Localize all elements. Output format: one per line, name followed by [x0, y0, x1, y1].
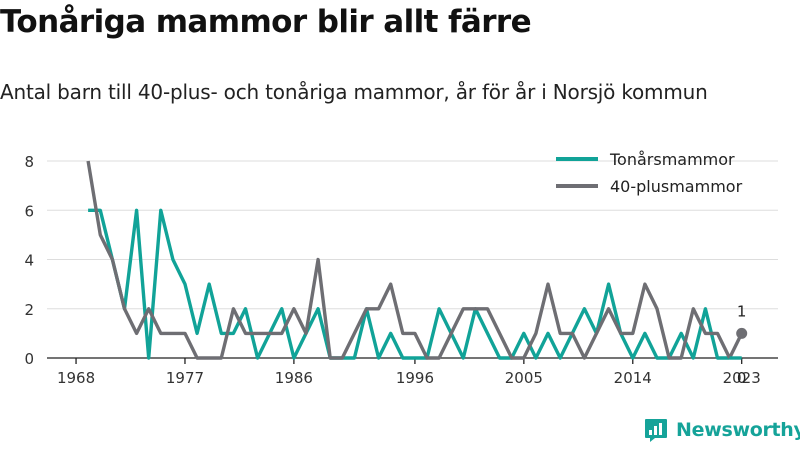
newsworthy-brand: Newsworthy — [676, 419, 800, 441]
x-tick-label: 1996 — [396, 369, 434, 387]
newsworthy-logo: Newsworthy — [644, 418, 800, 442]
end-value-label: 1 — [737, 302, 747, 320]
x-tick-label: 2005 — [505, 369, 543, 387]
y-tick-label: 0 — [24, 350, 34, 368]
x-tick-label: 1977 — [166, 369, 204, 387]
y-tick-label: 8 — [24, 153, 34, 171]
series-line-teen — [88, 208, 730, 360]
line-chart: 0 2 4 6 8 1968 1977 1986 1996 2005 2014 2023 1 0 Tonår… — [24, 150, 778, 387]
legend-label-teen: Tonårsmammor — [609, 150, 735, 169]
x-tick-label: 2014 — [614, 369, 652, 387]
end-value-label: 0 — [737, 369, 747, 387]
y-tick-label: 2 — [24, 301, 34, 319]
chart-title: Tonåriga mammor blir allt färre — [0, 4, 532, 40]
series-line-plus40 — [86, 160, 732, 360]
x-tick-label: 1986 — [275, 369, 313, 387]
legend-label-plus40: 40-plusmammor — [610, 177, 743, 196]
chart-subtitle: Antal barn till 40-plus- och tonåriga ma… — [0, 80, 708, 104]
y-tick-label: 6 — [24, 202, 34, 220]
y-tick-label: 4 — [24, 252, 34, 270]
end-point-marker — [736, 327, 748, 339]
newsworthy-logo-icon — [645, 419, 667, 442]
x-tick-label: 2023 — [723, 369, 761, 387]
x-tick-label: 1968 — [57, 369, 95, 387]
